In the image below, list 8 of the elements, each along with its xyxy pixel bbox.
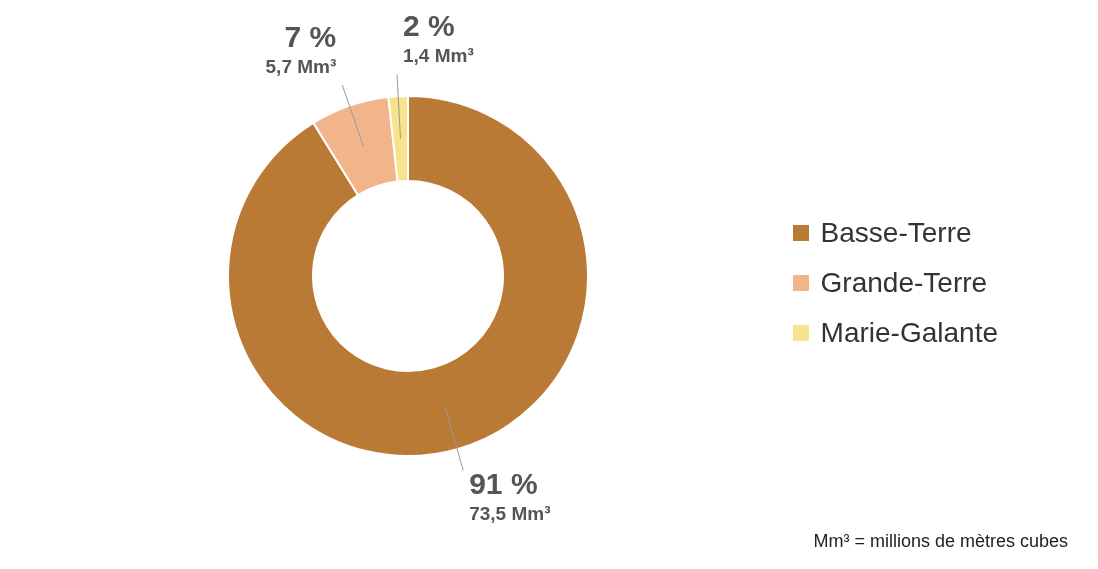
- donut-slice: [227, 95, 589, 457]
- data-label: 91 % 73,5 Mm³: [469, 467, 551, 525]
- data-label: 7 % 5,7 Mm³: [265, 19, 337, 77]
- legend-label: Marie-Galante: [820, 317, 998, 349]
- legend-label: Basse-Terre: [820, 217, 972, 249]
- legend-label: Grande-Terre: [820, 267, 988, 299]
- data-label: 2 % 1,4 Mm³: [402, 9, 474, 67]
- text: Mm³ = millions de mètres cubes: [813, 531, 1068, 552]
